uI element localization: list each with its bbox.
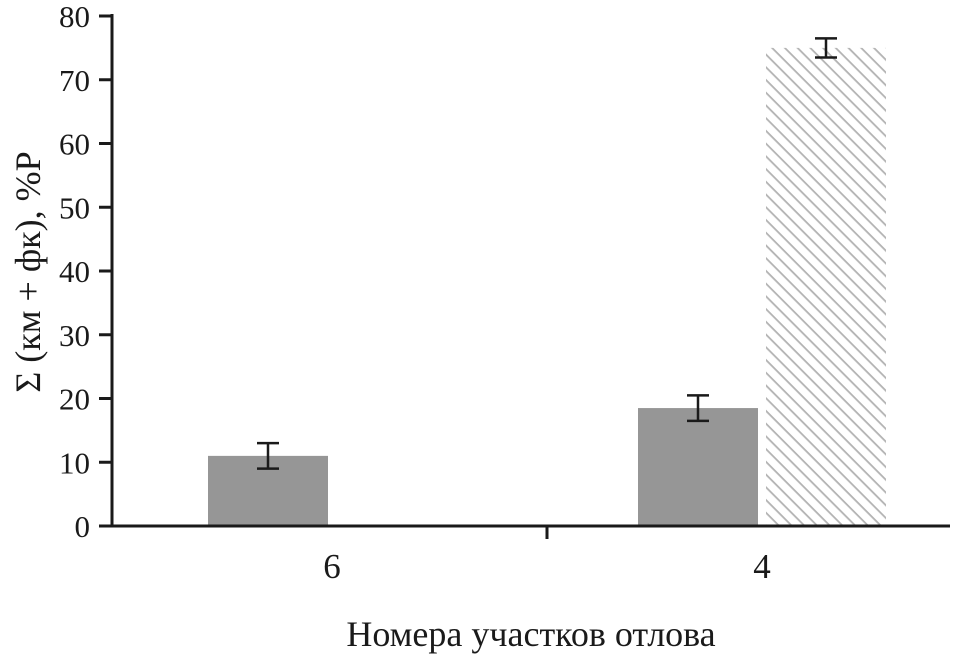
x-axis-title: Номера участков отлова <box>346 614 715 654</box>
y-tick-label: 20 <box>59 382 90 417</box>
x-category-label-6: 6 <box>323 547 341 586</box>
x-category-label-4: 4 <box>753 547 771 586</box>
y-tick-label: 40 <box>59 254 90 289</box>
bar-category-4-solid <box>638 408 758 526</box>
y-tick-label: 60 <box>59 127 90 162</box>
y-tick-label: 30 <box>59 318 90 353</box>
y-tick-label: 70 <box>59 63 90 98</box>
y-tick-label: 80 <box>59 0 90 34</box>
y-tick-label: 50 <box>59 190 90 225</box>
bar-category-4-diagonal-hatch <box>766 47 886 526</box>
plot-area: 0 10 20 30 40 50 60 70 80 6 4 <box>59 0 950 586</box>
y-tick-label: 0 <box>75 509 91 544</box>
y-axis-title: Σ (км + фк), %Р <box>8 151 48 392</box>
y-tick-label: 10 <box>59 445 90 480</box>
